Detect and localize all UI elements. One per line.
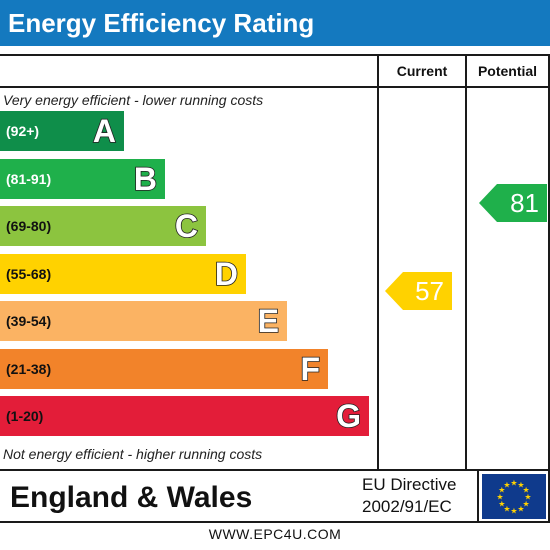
band-letter: G: [335, 397, 361, 435]
eu-star-icon: ★: [496, 493, 503, 502]
band-letter: E: [257, 302, 280, 340]
eu-flag-icon: ★ ★ ★ ★ ★ ★ ★ ★ ★ ★ ★ ★: [482, 474, 546, 519]
bottom-note: Not energy efficient - higher running co…: [3, 446, 263, 462]
eu-star-icon: ★: [498, 486, 505, 495]
band-letter: A: [92, 112, 117, 150]
footer-divider-line: [477, 469, 479, 522]
potential-column-left-line: [465, 54, 467, 470]
right-border-line: [548, 54, 550, 522]
eu-star-icon: ★: [517, 480, 524, 489]
potential-column-header: Potential: [477, 63, 538, 79]
eu-star-icon: ★: [510, 479, 517, 488]
band-letter: F: [300, 350, 321, 388]
current-arrow-shape: [385, 272, 452, 310]
current-column-left-line: [377, 54, 379, 470]
current-rating-indicator: 57: [385, 272, 452, 310]
band-range-label: (92+): [6, 123, 40, 139]
chart-bottom-line: [0, 469, 550, 471]
current-column-header: Current: [396, 63, 448, 79]
rating-band-g: (1-20) G: [0, 396, 369, 436]
current-rating-value: 57: [415, 276, 444, 306]
eu-star-icon: ★: [503, 480, 510, 489]
rating-band-c: (69-80) C: [0, 206, 206, 246]
eu-star-icon: ★: [517, 505, 524, 514]
eu-star-icon: ★: [523, 500, 530, 509]
footer-bottom-line: [0, 521, 550, 523]
header-bottom-line: [0, 86, 550, 88]
potential-rating-value: 81: [510, 188, 539, 218]
chart-title: Energy Efficiency Rating: [0, 0, 550, 46]
band-letter: D: [214, 255, 239, 293]
directive-line2: 2002/91/EC: [362, 497, 452, 516]
eu-star-icon: ★: [498, 500, 505, 509]
rating-band-e: (39-54) E: [0, 301, 287, 341]
eu-directive: EU Directive 2002/91/EC: [362, 474, 472, 518]
band-range-label: (21-38): [6, 360, 52, 377]
rating-band-f: (21-38) F: [0, 348, 328, 389]
eu-star-icon: ★: [503, 505, 510, 514]
eu-star-icon: ★: [523, 486, 530, 495]
potential-rating-indicator: 81: [479, 184, 547, 222]
band-range-label: (69-80): [6, 218, 52, 234]
website-label: WWW.EPC4U.COM: [208, 526, 342, 542]
top-note: Very energy efficient - lower running co…: [3, 92, 264, 108]
frame-top-line: [0, 54, 550, 56]
rating-band-b: (81-91) B: [0, 158, 165, 199]
band-range-label: (1-20): [6, 408, 44, 424]
eu-star-icon: ★: [524, 493, 531, 502]
band-range-label: (39-54): [6, 313, 52, 329]
rating-band-d: (55-68) D: [0, 253, 246, 294]
eu-star-icon: ★: [510, 507, 517, 516]
potential-arrow-shape: [479, 184, 547, 222]
country-label: England & Wales: [10, 481, 253, 514]
band-letter: C: [174, 207, 199, 245]
rating-band-a: (92+) A: [0, 111, 124, 151]
band-range-label: (81-91): [6, 170, 52, 187]
band-range-label: (55-68): [6, 265, 52, 282]
band-letter: B: [133, 160, 158, 198]
directive-line1: EU Directive: [362, 475, 457, 494]
